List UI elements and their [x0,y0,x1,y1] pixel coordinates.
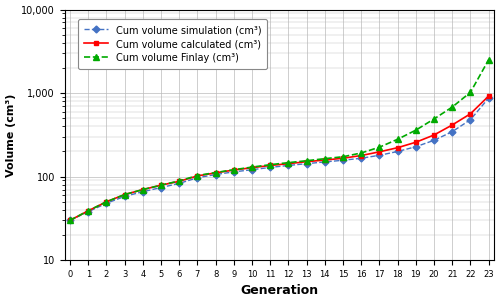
Cum volume Finlay (cm³) [413,128,419,132]
Cum volume Finlay (cm³) [267,163,273,167]
Cum volume calculated (cm³) [286,162,292,165]
Cum volume Finlay (cm³) [140,188,146,191]
Cum volume simulation (cm³) [104,201,110,205]
Cum volume Finlay (cm³) [176,179,182,183]
Cum volume calculated (cm³) [231,168,237,172]
Cum volume Finlay (cm³) [486,58,492,62]
Cum volume simulation (cm³) [231,170,237,174]
Cum volume calculated (cm³) [158,183,164,187]
Cum volume calculated (cm³) [267,164,273,167]
Cum volume calculated (cm³) [176,179,182,183]
Cum volume simulation (cm³) [286,164,292,167]
Cum volume Finlay (cm³) [468,91,473,94]
Line: Cum volume simulation (cm³): Cum volume simulation (cm³) [68,96,491,223]
Cum volume Finlay (cm³) [67,218,73,222]
Cum volume Finlay (cm³) [158,183,164,187]
Cum volume simulation (cm³) [176,181,182,185]
Cum volume Finlay (cm³) [122,193,128,196]
Cum volume simulation (cm³) [249,168,255,171]
Cum volume simulation (cm³) [358,156,364,160]
Cum volume simulation (cm³) [431,138,437,142]
Cum volume Finlay (cm³) [376,145,382,149]
Cum volume simulation (cm³) [267,165,273,169]
Cum volume Finlay (cm³) [104,200,110,204]
Cum volume calculated (cm³) [394,146,400,149]
Cum volume calculated (cm³) [468,112,473,116]
Cum volume Finlay (cm³) [340,155,346,158]
Cum volume calculated (cm³) [249,166,255,169]
Cum volume calculated (cm³) [413,140,419,144]
Cum volume calculated (cm³) [449,123,455,127]
Cum volume calculated (cm³) [340,156,346,160]
Cum volume simulation (cm³) [67,218,73,222]
Cum volume calculated (cm³) [194,174,200,178]
Cum volume Finlay (cm³) [231,168,237,171]
Cum volume calculated (cm³) [67,218,73,222]
Line: Cum volume Finlay (cm³): Cum volume Finlay (cm³) [68,57,492,223]
Cum volume calculated (cm³) [431,133,437,137]
Cum volume simulation (cm³) [468,118,473,122]
Cum volume calculated (cm³) [85,209,91,213]
Cum volume simulation (cm³) [158,186,164,189]
Cum volume simulation (cm³) [194,176,200,180]
Cum volume calculated (cm³) [358,154,364,157]
Cum volume calculated (cm³) [376,150,382,154]
Cum volume Finlay (cm³) [394,138,400,141]
Cum volume simulation (cm³) [449,130,455,134]
Line: Cum volume calculated (cm³): Cum volume calculated (cm³) [68,94,491,223]
Cum volume simulation (cm³) [376,154,382,157]
Cum volume simulation (cm³) [304,162,310,165]
Cum volume calculated (cm³) [304,160,310,164]
Cum volume simulation (cm³) [486,96,492,100]
Cum volume Finlay (cm³) [449,105,455,109]
Cum volume Finlay (cm³) [212,171,218,174]
Cum volume calculated (cm³) [486,94,492,98]
Cum volume Finlay (cm³) [322,157,328,161]
Cum volume Finlay (cm³) [194,174,200,177]
Cum volume calculated (cm³) [122,193,128,196]
Cum volume Finlay (cm³) [286,161,292,165]
Cum volume simulation (cm³) [394,150,400,153]
Cum volume simulation (cm³) [413,145,419,148]
Legend: Cum volume simulation (cm³), Cum volume calculated (cm³), Cum volume Finlay (cm³: Cum volume simulation (cm³), Cum volume … [78,19,268,69]
Cum volume calculated (cm³) [322,158,328,162]
Cum volume Finlay (cm³) [85,209,91,213]
Cum volume calculated (cm³) [212,171,218,175]
Cum volume Finlay (cm³) [249,165,255,169]
Cum volume simulation (cm³) [85,210,91,214]
Cum volume simulation (cm³) [140,190,146,194]
Cum volume simulation (cm³) [340,158,346,162]
Cum volume simulation (cm³) [212,173,218,176]
Cum volume Finlay (cm³) [431,117,437,121]
Cum volume Finlay (cm³) [358,151,364,155]
Cum volume calculated (cm³) [104,200,110,204]
Cum volume simulation (cm³) [122,195,128,198]
Cum volume simulation (cm³) [322,160,328,164]
Cum volume Finlay (cm³) [304,159,310,162]
Cum volume calculated (cm³) [140,188,146,191]
Y-axis label: Volume (cm³): Volume (cm³) [6,93,16,177]
X-axis label: Generation: Generation [240,285,318,298]
